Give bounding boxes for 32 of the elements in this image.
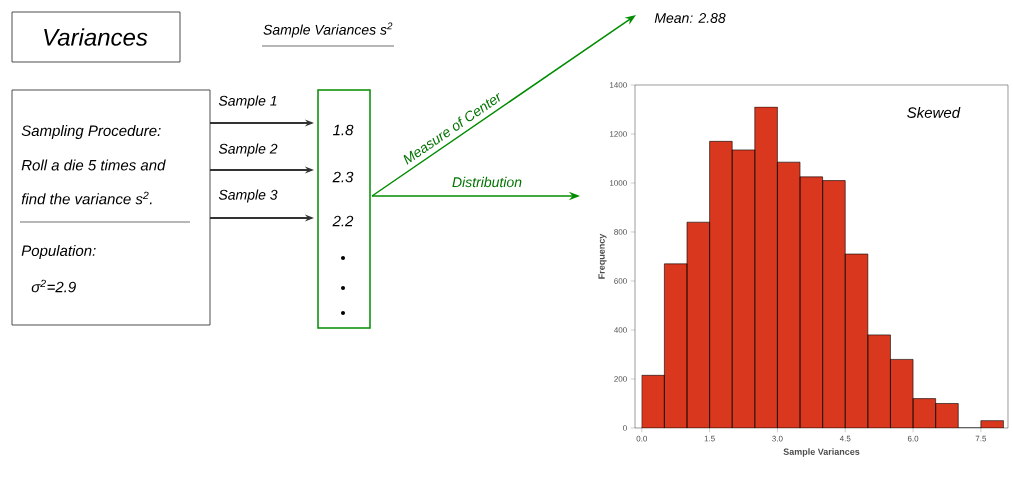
y-tick-label: 600 (614, 278, 627, 284)
x-tick-label: 6.0 (907, 435, 919, 442)
x-tick-label: 0.0 (636, 435, 648, 442)
text: Sample 3 (218, 189, 278, 203)
y-tick-label: 1000 (610, 180, 627, 186)
text: find the variance s$^{2}$. (21, 191, 152, 205)
y-tick-label: 800 (614, 229, 627, 235)
text: 2.2 (332, 215, 354, 227)
text: 2.3 (332, 171, 354, 183)
text: Sample Variances s$^{2}$ (263, 22, 393, 38)
text: 1.8 (332, 124, 354, 136)
text: Sample 2 (218, 143, 278, 157)
y-tick-label: 200 (614, 376, 627, 382)
x-tick-label: 3.0 (772, 435, 783, 442)
text: Sample 1 (218, 95, 277, 109)
x-axis-title: Sample Variances (783, 448, 860, 457)
y-tick-label: 400 (614, 327, 627, 333)
text: σ$^{2}$=2.9 (31, 279, 76, 293)
x-tick-label: 1.5 (704, 435, 715, 442)
y-tick-label: 1200 (610, 131, 627, 137)
y-tick-label: 0 (623, 425, 627, 431)
y-tick-label: 1400 (610, 82, 627, 88)
text: Mean: 2.88 (654, 13, 726, 23)
text: Variances (44, 28, 148, 46)
x-tick-label: 7.5 (975, 435, 987, 442)
x-tick-label: 4.5 (839, 435, 851, 442)
y-axis-title: Frequency (598, 233, 607, 279)
annotation: Skewed (907, 106, 961, 118)
text: Roll a die 5 times and (21, 159, 166, 171)
text: Sampling Procedure: (21, 125, 161, 139)
text: Population: (21, 245, 96, 259)
text: Distribution (452, 176, 522, 188)
